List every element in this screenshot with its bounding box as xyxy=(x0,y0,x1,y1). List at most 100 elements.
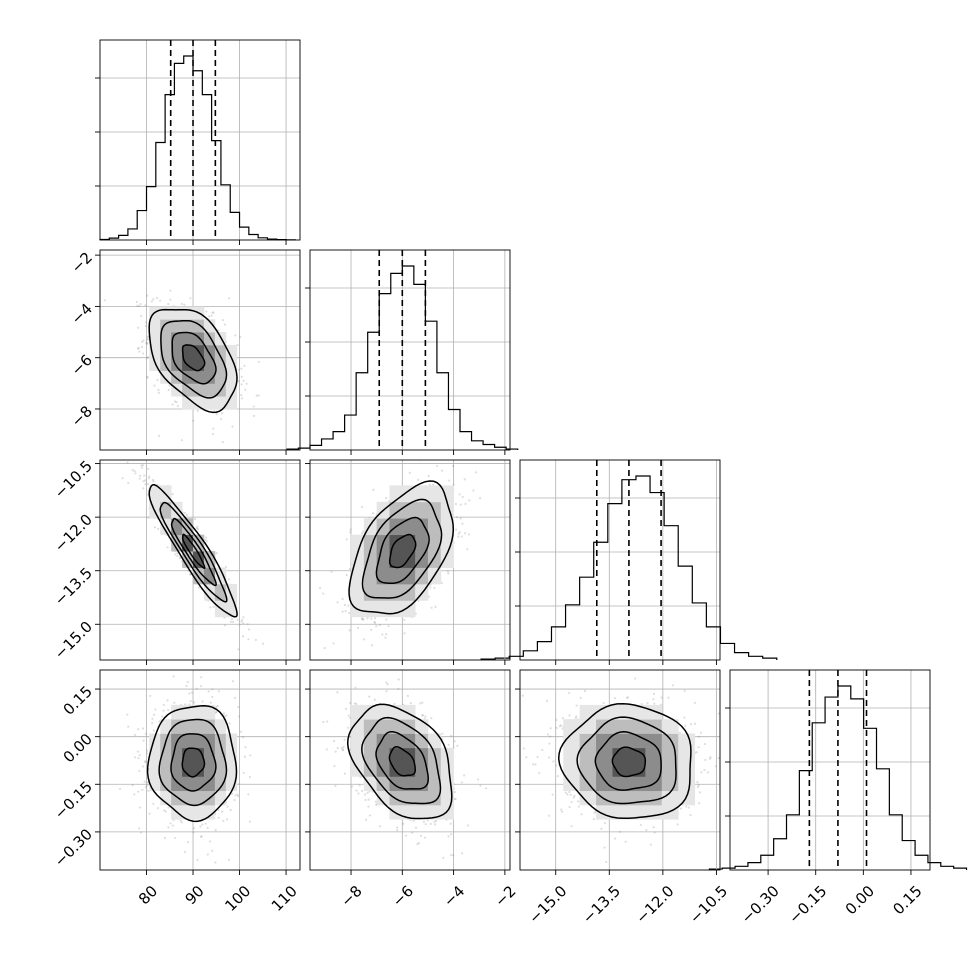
sample-point xyxy=(434,823,437,826)
density-cell xyxy=(214,332,227,346)
sample-point xyxy=(406,694,409,698)
density-cell xyxy=(214,747,227,763)
sample-point xyxy=(570,825,573,828)
sample-point xyxy=(547,756,551,759)
sample-point xyxy=(168,384,171,387)
sample-point xyxy=(247,628,251,631)
sample-point xyxy=(434,605,437,608)
density-cell xyxy=(351,733,365,749)
sample-point xyxy=(354,686,357,689)
sample-point xyxy=(344,707,348,711)
density-cell xyxy=(214,733,227,749)
sample-point xyxy=(343,738,346,741)
sample-point xyxy=(217,690,220,693)
density-cell xyxy=(678,776,696,792)
sample-point xyxy=(142,739,145,742)
sample-point xyxy=(143,780,146,783)
density-cell xyxy=(402,762,416,777)
sample-point xyxy=(461,852,464,855)
density-cell xyxy=(193,534,205,552)
density-cell xyxy=(160,762,172,777)
density-cell xyxy=(160,370,172,384)
panel-content xyxy=(121,461,265,651)
sample-point xyxy=(534,763,537,766)
sample-point xyxy=(698,791,701,794)
sample-point xyxy=(204,538,207,541)
density-cell xyxy=(376,747,390,763)
density-cell xyxy=(596,704,613,720)
density-cell xyxy=(171,319,183,333)
sample-point xyxy=(222,819,225,823)
density-cell xyxy=(363,600,378,618)
sample-point xyxy=(421,701,424,704)
sample-point xyxy=(683,689,686,692)
density-cell xyxy=(182,534,194,552)
sample-point xyxy=(144,732,147,735)
sample-point xyxy=(167,826,170,829)
sample-point xyxy=(676,823,679,826)
sample-point xyxy=(431,483,435,486)
contour-line xyxy=(181,533,206,569)
sample-point xyxy=(568,714,571,717)
density-cell xyxy=(579,762,597,777)
sample-point xyxy=(196,525,199,528)
sample-point xyxy=(580,813,583,816)
sample-point xyxy=(652,698,655,701)
sample-point xyxy=(429,586,432,589)
density-cell xyxy=(193,733,205,749)
sample-point xyxy=(127,725,130,728)
density-cell xyxy=(645,804,663,820)
sample-point xyxy=(384,496,388,500)
sample-point xyxy=(361,618,364,621)
sample-point xyxy=(254,638,257,642)
sample-point xyxy=(178,557,181,560)
density-cell xyxy=(203,776,216,792)
contour-line xyxy=(611,746,647,778)
sample-point xyxy=(402,822,405,825)
density-cell xyxy=(376,719,390,734)
density-cell xyxy=(415,501,429,519)
density-cell xyxy=(596,733,613,749)
density-cell xyxy=(363,567,378,585)
sample-point xyxy=(706,771,710,774)
sample-point xyxy=(472,489,475,492)
density-cell xyxy=(214,790,227,806)
sample-point xyxy=(697,784,700,787)
sample-point xyxy=(174,836,177,840)
sample-point xyxy=(568,790,571,794)
sample-point xyxy=(133,733,137,737)
sample-point xyxy=(237,648,240,651)
sample-point xyxy=(167,806,170,809)
sample-point xyxy=(141,340,144,343)
sample-point xyxy=(561,717,564,720)
contour-line xyxy=(181,747,206,778)
sample-point xyxy=(205,540,208,543)
sample-point xyxy=(237,368,240,371)
sample-point xyxy=(342,745,345,749)
sample-point xyxy=(452,483,455,486)
sample-point xyxy=(186,680,189,684)
sample-point xyxy=(690,723,693,726)
sample-point xyxy=(446,570,450,573)
density-cell xyxy=(612,790,630,806)
sample-point xyxy=(370,644,373,647)
sample-point xyxy=(242,616,245,619)
sample-point xyxy=(603,822,607,825)
sample-point xyxy=(640,702,643,706)
density-cell xyxy=(182,396,194,410)
sample-point xyxy=(248,820,252,823)
density-cell xyxy=(182,332,194,346)
density-cell xyxy=(149,747,161,763)
sample-point xyxy=(148,812,151,815)
sample-point xyxy=(140,345,144,349)
sample-point xyxy=(180,439,184,442)
contour-line xyxy=(159,501,228,603)
sample-point xyxy=(725,744,727,746)
sample-point xyxy=(441,469,444,472)
sample-point xyxy=(698,735,701,738)
sample-point xyxy=(138,806,141,809)
sample-point xyxy=(347,714,350,717)
sample-point xyxy=(381,633,384,636)
sample-point xyxy=(221,810,224,813)
density-cell xyxy=(678,747,696,763)
